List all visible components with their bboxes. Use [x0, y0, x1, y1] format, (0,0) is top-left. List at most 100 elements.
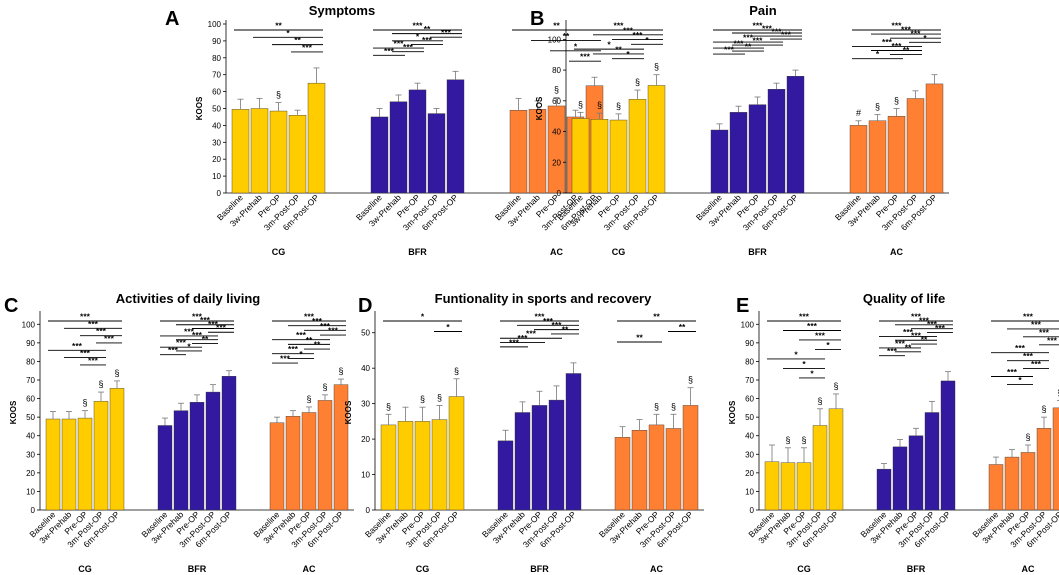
significance-label: ***	[518, 333, 529, 343]
bar-ac-3	[665, 428, 682, 511]
significance-mark: §	[671, 401, 676, 411]
y-axis-label: KOOS	[344, 400, 353, 424]
significance-label: ***	[216, 323, 227, 333]
y-tick-label: 70	[26, 376, 35, 385]
significance-label: ***	[734, 39, 745, 49]
significance-label: ***	[543, 316, 554, 326]
bar-cg-4	[647, 85, 666, 194]
significance-label: ***	[919, 315, 930, 325]
significance-label: *	[299, 349, 303, 359]
y-tick-label: 40	[361, 364, 370, 373]
y-tick-label: 20	[745, 469, 754, 478]
bar-cg-4	[828, 408, 844, 511]
significance-mark: §	[894, 96, 899, 106]
significance-mark: §	[82, 398, 87, 408]
y-tick-label: 10	[361, 471, 370, 480]
significance-mark: §	[454, 366, 459, 376]
significance-label: ***	[296, 330, 307, 340]
bar-bfr-3	[548, 399, 565, 511]
significance-label: *	[187, 341, 191, 351]
significance-label: ***	[903, 327, 914, 337]
bar-bfr-3	[767, 89, 786, 194]
significance-label: ***	[384, 46, 395, 56]
significance-label: ***	[509, 337, 520, 347]
significance-label: *	[607, 40, 611, 50]
chart-title: Quality of life	[863, 291, 945, 306]
significance-label: ***	[580, 52, 591, 62]
significance-label: **	[562, 324, 569, 334]
significance-label: ***	[743, 33, 754, 43]
significance-mark: §	[578, 99, 583, 109]
significance-label: ***	[304, 312, 315, 322]
bar-bfr-1	[514, 412, 531, 511]
bar-ac-2	[547, 105, 566, 194]
significance-label: ***	[895, 338, 906, 348]
significance-label: ***	[753, 36, 764, 46]
chart-title: Activities of daily living	[116, 291, 261, 306]
significance-label: ***	[441, 28, 452, 38]
bar-cg-2	[269, 110, 288, 194]
y-tick-label: 80	[745, 357, 754, 366]
significance-label: *	[876, 49, 880, 59]
y-tick-label: 30	[745, 450, 754, 459]
significance-label: **	[553, 21, 560, 31]
y-tick-label: 50	[745, 413, 754, 422]
bar-ac-2	[1020, 452, 1036, 511]
bar-bfr-2	[748, 104, 767, 194]
significance-label: **	[615, 44, 622, 54]
y-tick-label: 10	[212, 172, 221, 181]
y-tick-label: 50	[26, 413, 35, 422]
bar-bfr-1	[389, 101, 408, 194]
significance-label: *	[794, 349, 798, 359]
group-label: BFR	[408, 247, 427, 257]
significance-label: *	[810, 368, 814, 378]
bar-ac-4	[1052, 407, 1059, 511]
bar-cg-3	[93, 401, 109, 511]
bar-bfr-0	[710, 129, 729, 194]
y-tick-label: 100	[741, 320, 755, 329]
y-tick-label: 40	[745, 432, 754, 441]
y-tick-label: 100	[22, 320, 36, 329]
bar-bfr-3	[427, 113, 446, 194]
group-label: CG	[272, 247, 286, 257]
significance-label: ***	[892, 21, 903, 31]
bar-cg-0	[231, 109, 250, 194]
bar-bfr-1	[892, 446, 908, 511]
y-tick-label: 60	[26, 395, 35, 404]
y-tick-label: 70	[212, 71, 221, 80]
bar-bfr-1	[173, 410, 189, 511]
y-tick-label: 90	[212, 37, 221, 46]
significance-mark: §	[801, 435, 806, 445]
chart-title: Symptoms	[309, 3, 375, 18]
significance-mark: §	[1041, 404, 1046, 414]
bar-ac-0	[614, 437, 631, 511]
significance-label: ***	[807, 321, 818, 331]
significance-label: ***	[892, 41, 903, 51]
significance-label: **	[275, 21, 282, 31]
y-tick-label: 20	[361, 435, 370, 444]
bar-cg-1	[250, 108, 269, 194]
chart-title: Funtionality in sports and recovery	[435, 291, 652, 306]
y-tick-label: 100	[548, 35, 562, 44]
significance-label: **	[745, 42, 752, 52]
significance-mark: §	[386, 401, 391, 411]
group-label: CG	[797, 564, 811, 574]
bar-bfr-4	[786, 76, 805, 194]
significance-label: ***	[192, 312, 203, 322]
bar-cg-0	[571, 118, 590, 194]
bar-ac-1	[528, 109, 547, 194]
significance-label: ***	[935, 323, 946, 333]
significance-label: ***	[104, 333, 115, 343]
bar-cg-1	[397, 421, 414, 511]
y-tick-label: 20	[212, 155, 221, 164]
significance-mark: §	[597, 100, 602, 110]
bar-cg-1	[590, 119, 609, 194]
y-tick-label: 40	[552, 128, 561, 137]
significance-label: ***	[927, 319, 938, 329]
panel-a: A Symptoms0102030405060708090100KOOSBasel…	[165, 3, 609, 257]
y-axis-label: KOOS	[728, 400, 737, 424]
panel-d: D Funtionality in sports and recovery 0 10 2…	[344, 291, 704, 574]
significance-label: ***	[535, 312, 546, 322]
bar-cg-1	[780, 462, 796, 511]
significance-label: **	[903, 45, 910, 55]
